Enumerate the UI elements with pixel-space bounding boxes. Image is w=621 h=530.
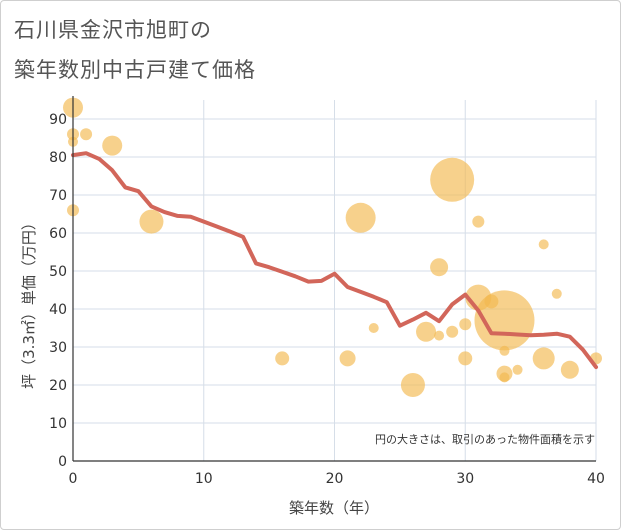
y-axis-label: 坪（3.3㎡）単価（万円） (20, 215, 38, 389)
bubbles (63, 97, 602, 397)
x-tick-label: 20 (326, 471, 344, 487)
bubble-point (339, 350, 356, 367)
bubble-point (538, 239, 549, 250)
bubble-point (472, 215, 485, 228)
y-tick-label: 10 (49, 416, 67, 432)
y-tick-label: 90 (49, 112, 67, 128)
bubble-point (499, 345, 510, 356)
bubble-point (80, 128, 93, 141)
bubble-point (560, 360, 579, 379)
bubble-point (368, 323, 379, 333)
bubble-point (458, 351, 473, 366)
bubble-point (275, 351, 290, 366)
bubble-point (512, 364, 523, 375)
x-axis-label: 築年数（年） (289, 499, 379, 517)
y-tick-label: 0 (58, 454, 67, 470)
trend-series-line (71, 151, 598, 370)
bubble-point (446, 325, 459, 338)
bubble-point (499, 372, 510, 383)
y-tick-label: 80 (49, 150, 67, 166)
axes (72, 96, 596, 462)
bubble-point (416, 321, 437, 342)
y-tick-label: 70 (49, 188, 67, 204)
bubble-point (400, 373, 425, 397)
x-tick-label: 0 (69, 471, 78, 487)
tick-labels: 0 10 20 30 40 50 60 70 80 90 0 10 20 30 40 (49, 112, 605, 487)
x-tick-label: 30 (456, 471, 474, 487)
chart-title-line2: 築年数別中古戸建て価格 (14, 58, 256, 82)
y-tick-label: 60 (49, 226, 67, 242)
y-tick-label: 20 (49, 378, 67, 394)
y-tick-label: 50 (49, 264, 67, 280)
bubble-point (434, 330, 445, 341)
x-tick-label: 10 (195, 471, 213, 487)
chart-title-line1: 石川県金沢市旭町の (14, 18, 212, 42)
bubble-point (459, 318, 472, 331)
bubble-point (139, 209, 164, 234)
y-tick-label: 40 (49, 302, 67, 318)
trend-line (71, 151, 598, 370)
bubble-point (102, 135, 123, 156)
bubble-point (532, 347, 555, 370)
bubble-point (430, 157, 475, 202)
bubble-point (345, 202, 376, 233)
bubble-point (551, 288, 562, 299)
x-tick-label: 40 (587, 471, 605, 487)
size-annotation: 円の大きさは、取引のあった物件面積を示す (375, 432, 595, 446)
grid (73, 100, 597, 461)
y-tick-label: 30 (49, 340, 67, 356)
bubble-point (430, 258, 449, 277)
